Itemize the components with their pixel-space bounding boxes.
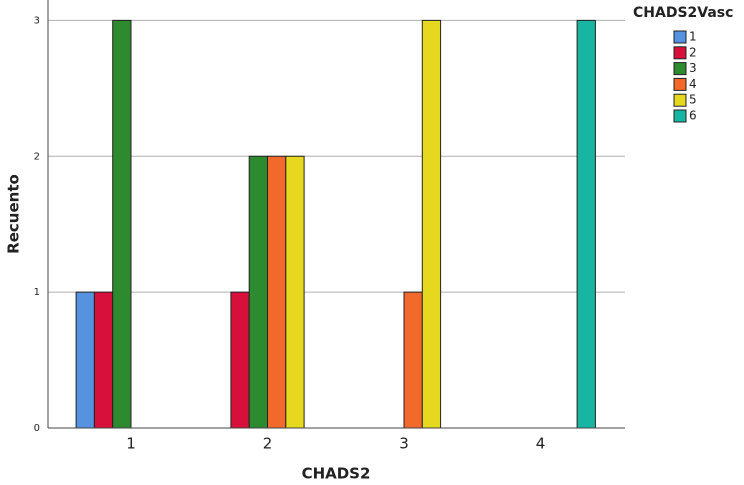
y-tick-label: 3 xyxy=(34,15,40,26)
legend-swatch xyxy=(673,46,687,60)
x-tick-label: 3 xyxy=(399,435,409,453)
y-axis-label: Recuento xyxy=(5,174,23,254)
legend-label: 3 xyxy=(689,61,697,75)
legend-swatch xyxy=(673,62,687,76)
legend-swatch xyxy=(673,77,687,91)
bar xyxy=(403,291,423,429)
legend-label: 1 xyxy=(689,30,697,44)
bar xyxy=(75,291,95,429)
bar xyxy=(112,19,132,429)
legend-swatch xyxy=(673,93,687,107)
legend-swatch xyxy=(673,30,687,44)
x-tick-label: 1 xyxy=(126,435,136,453)
legend-label: 2 xyxy=(689,45,697,59)
bar xyxy=(230,291,250,429)
legend-swatch xyxy=(673,109,687,123)
legend-label: 4 xyxy=(689,77,697,91)
legend-label: 6 xyxy=(689,109,697,123)
bar xyxy=(421,19,442,429)
y-tick-label: 0 xyxy=(34,423,40,434)
y-tick-label: 2 xyxy=(34,151,40,162)
bar xyxy=(285,155,305,429)
legend-label: 5 xyxy=(689,93,697,107)
x-tick-label: 2 xyxy=(263,435,273,453)
y-tick-label: 1 xyxy=(34,287,40,298)
bar xyxy=(576,19,596,429)
bar xyxy=(93,291,114,429)
bar xyxy=(248,155,268,429)
legend-title: CHADS2Vasc xyxy=(633,5,733,21)
x-tick-label: 4 xyxy=(536,435,546,453)
bar xyxy=(267,155,287,429)
x-axis-label: CHADS2 xyxy=(302,465,371,483)
